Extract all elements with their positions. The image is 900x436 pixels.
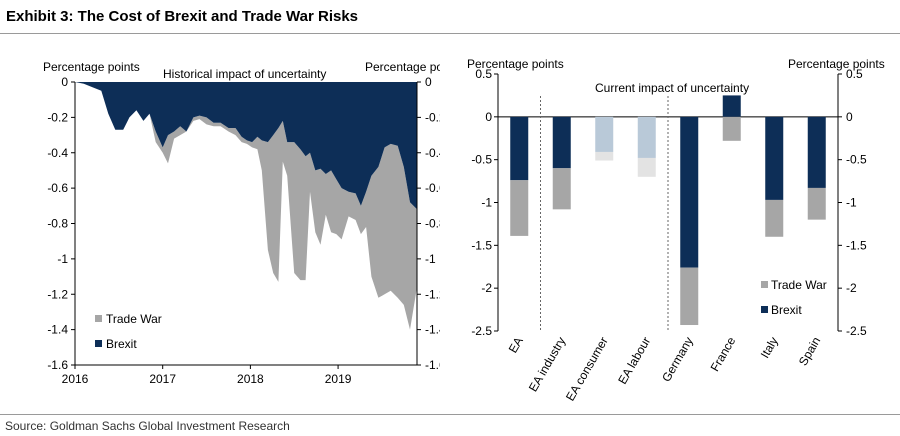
bar-brexit-3 bbox=[637, 116, 656, 158]
y-tick-label-left: -1.4 bbox=[47, 323, 68, 337]
historical-impact-chart: Percentage points Percentage points Histor… bbox=[43, 60, 440, 386]
bar-trade-war-7 bbox=[807, 187, 826, 220]
bar-trade-war-1 bbox=[552, 168, 571, 210]
right-axis-label: Percentage points bbox=[788, 57, 885, 71]
bar-trade-war-2 bbox=[595, 151, 614, 161]
y-tick-label-left: 0.5 bbox=[475, 67, 492, 81]
bar-trade-war-4 bbox=[680, 267, 699, 326]
y-tick-label-right: -1.5 bbox=[846, 238, 867, 252]
category-label: EA industry bbox=[526, 335, 568, 395]
y-tick-label-right: -1 bbox=[846, 196, 857, 210]
category-label: Spain bbox=[796, 335, 823, 369]
bar-trade-war-6 bbox=[765, 199, 784, 237]
y-tick-label-left: -1.5 bbox=[471, 238, 492, 252]
y-tick-label-left: -0.2 bbox=[47, 110, 68, 124]
legend-label: Brexit bbox=[106, 337, 137, 351]
category-label: EA labour bbox=[615, 335, 653, 387]
bar-trade-war-0 bbox=[510, 180, 529, 236]
y-tick-label-left: -0.6 bbox=[47, 181, 68, 195]
y-tick-label-left: -1 bbox=[481, 196, 492, 210]
category-label: EA bbox=[506, 335, 526, 356]
y-tick-label-left: -2.5 bbox=[471, 324, 492, 338]
category-label: Italy bbox=[758, 335, 781, 361]
y-tick-label-right: -0.8 bbox=[425, 217, 440, 231]
y-tick-label-left: 0 bbox=[61, 75, 68, 89]
legend-label: Trade War bbox=[771, 278, 827, 292]
category-label: EA consumer bbox=[563, 335, 611, 404]
y-tick-label-right: -0.2 bbox=[425, 110, 440, 124]
category-label: Germany bbox=[659, 335, 696, 385]
bar-brexit-7 bbox=[807, 116, 826, 188]
brexit-area bbox=[75, 82, 417, 210]
chart-title: Historical impact of uncertainty bbox=[163, 67, 326, 81]
left-axis-label: Percentage points bbox=[43, 60, 140, 74]
y-tick-label-left: -0.5 bbox=[471, 153, 492, 167]
legend-swatch bbox=[761, 306, 768, 313]
bar-brexit-2 bbox=[595, 116, 614, 152]
y-tick-label-right: 0 bbox=[846, 110, 853, 124]
current-impact-chart: Percentage points Percentage points Curren… bbox=[467, 57, 885, 404]
y-tick-label-right: -1.6 bbox=[425, 358, 440, 372]
bar-brexit-1 bbox=[552, 116, 571, 169]
x-tick-label: 2016 bbox=[62, 372, 89, 386]
footer-divider bbox=[0, 414, 900, 415]
bar-brexit-6 bbox=[765, 116, 784, 200]
y-tick-label-left: -0.4 bbox=[47, 146, 68, 160]
legend-swatch bbox=[761, 281, 768, 288]
legend-swatch bbox=[95, 315, 102, 322]
bar-brexit-4 bbox=[680, 116, 699, 268]
x-tick-label: 2019 bbox=[325, 372, 352, 386]
y-tick-label-right: -0.6 bbox=[425, 181, 440, 195]
x-tick-label: 2018 bbox=[237, 372, 264, 386]
y-tick-label-left: -0.8 bbox=[47, 217, 68, 231]
bar-brexit-0 bbox=[510, 116, 529, 181]
y-tick-label-left: -1 bbox=[57, 252, 68, 266]
legend-label: Brexit bbox=[771, 303, 802, 317]
y-tick-label-right: -0.5 bbox=[846, 153, 867, 167]
y-tick-label-right: -1 bbox=[425, 252, 436, 266]
y-tick-label-left: -1.6 bbox=[47, 358, 68, 372]
category-label: France bbox=[708, 334, 739, 374]
y-tick-label-right: -1.4 bbox=[425, 323, 440, 337]
left-axis-label: Percentage points bbox=[467, 57, 564, 71]
legend-label: Trade War bbox=[106, 312, 162, 326]
bar-trade-war-3 bbox=[637, 157, 656, 177]
y-tick-label-left: 0 bbox=[485, 110, 492, 124]
bar-brexit-5 bbox=[722, 95, 741, 117]
y-tick-label-right: 0 bbox=[425, 75, 432, 89]
y-tick-label-right: -2 bbox=[846, 281, 857, 295]
y-tick-label-right: -1.2 bbox=[425, 287, 440, 301]
y-tick-label-right: 0.5 bbox=[846, 67, 863, 81]
chart-title: Current impact of uncertainty bbox=[595, 81, 749, 95]
right-axis-label: Percentage points bbox=[365, 60, 440, 74]
y-tick-label-right: -0.4 bbox=[425, 146, 440, 160]
trade-war-area bbox=[75, 82, 417, 330]
title-divider bbox=[0, 33, 900, 34]
y-tick-label-left: -1.2 bbox=[47, 287, 68, 301]
bar-trade-war-5 bbox=[722, 116, 741, 141]
y-tick-label-right: -2.5 bbox=[846, 324, 867, 338]
x-tick-label: 2017 bbox=[149, 372, 176, 386]
legend-swatch bbox=[95, 340, 102, 347]
source-note: Source: Goldman Sachs Global Investment … bbox=[5, 419, 290, 433]
y-tick-label-left: -2 bbox=[481, 281, 492, 295]
exhibit-title: Exhibit 3: The Cost of Brexit and Trade … bbox=[6, 8, 359, 25]
